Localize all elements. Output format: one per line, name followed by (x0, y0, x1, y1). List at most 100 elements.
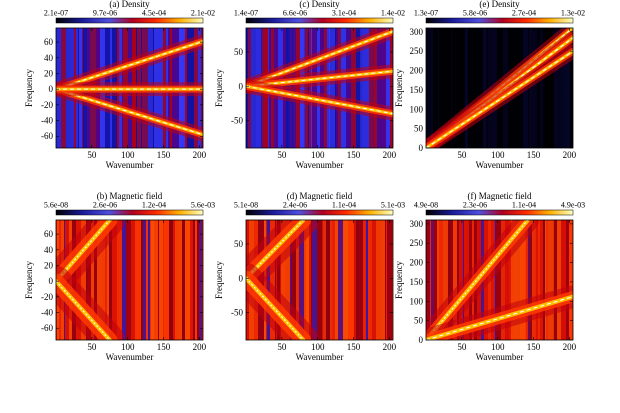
heatmap-column (474, 28, 476, 148)
heatmap-column (86, 220, 87, 340)
heatmap-column (557, 28, 561, 148)
heatmap-column (554, 28, 557, 148)
x-tick-label: 200 (563, 150, 577, 160)
heatmap-column (185, 220, 190, 340)
y-tick-label: -50 (231, 308, 243, 318)
dispersion-curve (56, 40, 203, 90)
heatmap-column (285, 220, 290, 340)
heatmap-column (368, 220, 372, 340)
heatmap-column (529, 28, 533, 148)
colorbar (55, 17, 204, 24)
heatmap-column (335, 220, 338, 340)
heatmap-column (427, 220, 430, 340)
heatmap-column (291, 220, 296, 340)
x-axis-label: Wavenumber (296, 352, 344, 362)
heatmap-column (306, 220, 309, 340)
heatmap-column (300, 220, 304, 340)
heatmap-column (87, 220, 91, 340)
plot-frame (245, 27, 394, 149)
heatmap-column (309, 220, 311, 340)
heatmap-column (199, 220, 202, 340)
heatmap-column (431, 28, 433, 148)
heatmap-column (439, 28, 441, 148)
heatmap-column (569, 220, 573, 340)
heatmap-column (491, 220, 494, 340)
heatmap-column (532, 220, 535, 340)
heatmap-column (545, 220, 546, 340)
y-tick-label: 0 (49, 84, 54, 94)
x-tick-label: 100 (121, 342, 135, 352)
x-tick-label: 150 (157, 150, 171, 160)
colorbar-tick-label: 5.6e-03 (191, 201, 215, 210)
x-tick-label: 200 (193, 342, 207, 352)
heatmap-column (460, 28, 463, 148)
heatmap-column (542, 28, 543, 148)
heatmap-column (447, 28, 451, 148)
x-tick-label: 100 (121, 150, 135, 160)
heatmap-column (390, 28, 393, 148)
heatmap-column (537, 28, 540, 148)
x-tick-label: 200 (563, 342, 577, 352)
heatmap-column (317, 220, 322, 340)
heatmap-column (360, 28, 362, 148)
heatmap-column (311, 220, 312, 340)
heatmap-column (565, 28, 570, 148)
heatmap-column (164, 220, 169, 340)
heatmap-column (312, 220, 317, 340)
colorbar-tick-label: 4.9e-03 (561, 201, 585, 210)
y-axis-label: Frequency (214, 261, 224, 299)
heatmap-column (546, 220, 548, 340)
y-tick-label: 200 (410, 66, 424, 76)
heatmap-column (501, 220, 505, 340)
colorbar-tick-label: 6.6e-06 (283, 9, 307, 18)
heatmap-column (280, 220, 281, 340)
heatmap-column (179, 220, 182, 340)
heatmap-column (158, 220, 159, 340)
heatmap-column (304, 28, 305, 148)
ridge-core (246, 276, 306, 340)
y-axis-label: Frequency (394, 69, 404, 107)
heatmap-column (329, 28, 330, 148)
heatmap-column (452, 28, 456, 148)
y-tick-label: 0 (419, 143, 424, 153)
heatmap-column (372, 220, 376, 340)
heatmap-column (300, 28, 304, 148)
x-tick-label: 200 (383, 150, 397, 160)
heatmap-column (465, 28, 468, 148)
plot-frame (55, 219, 204, 341)
y-tick-label: 60 (44, 37, 54, 47)
heatmap-column (366, 28, 369, 148)
heatmap-column (438, 28, 439, 148)
heatmap-column (353, 220, 354, 340)
heatmap-column (311, 28, 312, 148)
dispersion-curve (246, 85, 393, 115)
heatmap-column (378, 28, 383, 148)
heatmap-column (150, 220, 151, 340)
heatmap-column (526, 220, 528, 340)
heatmap-column (97, 220, 102, 340)
heatmap-column (377, 28, 378, 148)
y-axis-label: Frequency (214, 69, 224, 107)
heatmap-column (441, 28, 443, 148)
heatmap-column (270, 220, 275, 340)
panel-e: (e) Density 1.3e-07 5.8e-06 2.7e-04 1.3e-02 5… (394, 0, 585, 170)
dispersion-curve (426, 50, 573, 148)
colorbar-tick-label: 2.3e-06 (463, 201, 487, 210)
heatmap-column (525, 220, 526, 340)
heatmap-column (486, 28, 487, 148)
colorbar (245, 17, 394, 24)
heatmap-column (290, 220, 291, 340)
heatmap-column (326, 220, 330, 340)
panel-title: (a) Density (109, 0, 150, 9)
heatmap-column (356, 220, 359, 340)
heatmap-column (308, 28, 309, 148)
plot-area (426, 28, 573, 148)
colorbar-tick-label: 1.1e-04 (512, 201, 536, 210)
colorbar-tick-label: 5.1e-08 (234, 201, 258, 210)
panel-b: (b) Magnetic field 5.6e-08 2.6e-06 1.2e-04 5… (24, 191, 215, 362)
heatmap-column (538, 220, 540, 340)
heatmap-column (515, 220, 516, 340)
x-tick-label: 50 (87, 150, 97, 160)
heatmap-column (543, 220, 545, 340)
